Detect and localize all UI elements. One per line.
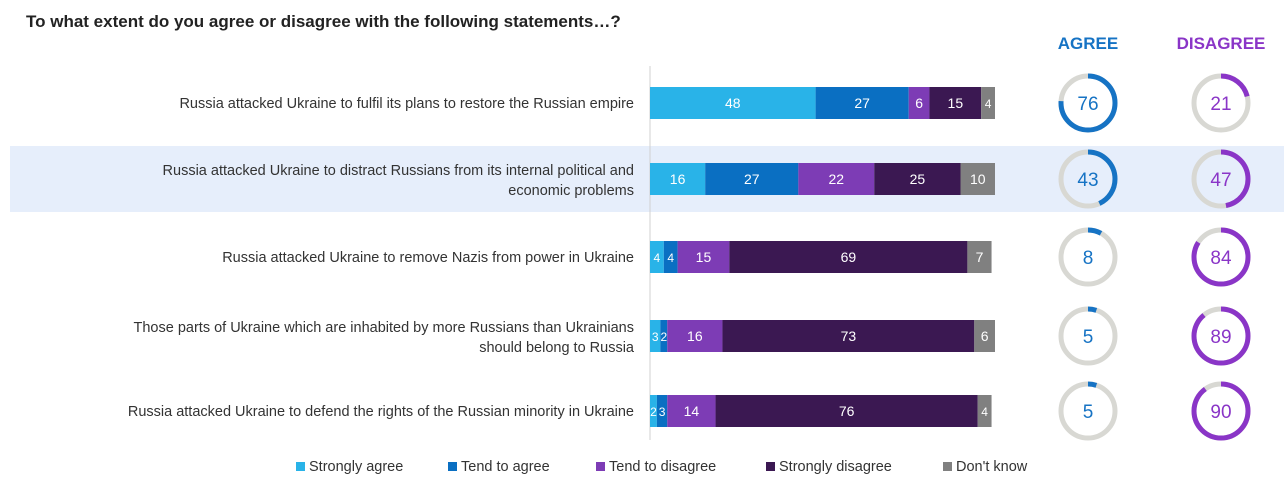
bar-value-label: 16 xyxy=(670,171,686,187)
bar-segment xyxy=(977,395,992,427)
bar-value-label: 4 xyxy=(654,251,661,265)
category-label-line: Russia attacked Ukraine to remove Nazis … xyxy=(222,250,634,266)
agree-ring-arc xyxy=(1058,306,1118,366)
bar-segment xyxy=(981,87,995,119)
disagree-total-value: 21 xyxy=(1210,94,1231,115)
bar-segment xyxy=(650,395,657,427)
bar-segment xyxy=(722,320,975,352)
disagree-total-value: 84 xyxy=(1210,248,1232,269)
legend-swatch xyxy=(766,462,775,471)
category-label-line: economic problems xyxy=(508,183,634,199)
bar-value-label: 27 xyxy=(854,95,870,111)
bar-value-label: 2 xyxy=(660,330,667,344)
category-label-line: Russia attacked Ukraine to fulfil its pl… xyxy=(179,96,634,112)
agree-column-header: AGREE xyxy=(1057,34,1119,53)
disagree-total-value: 89 xyxy=(1210,327,1231,348)
legend-label: Strongly agree xyxy=(309,459,403,475)
bar-value-label: 69 xyxy=(841,249,857,265)
category-label: Those parts of Ukraine which are inhabit… xyxy=(134,320,635,356)
category-label-line: Those parts of Ukraine which are inhabit… xyxy=(134,320,635,336)
category-label: Russia attacked Ukraine to defend the ri… xyxy=(128,404,634,420)
bar-value-label: 15 xyxy=(948,95,964,111)
category-label: Russia attacked Ukraine to remove Nazis … xyxy=(222,250,634,266)
bar-value-label: 14 xyxy=(684,403,700,419)
bar-segment xyxy=(874,163,961,195)
category-label-line: should belong to Russia xyxy=(479,340,635,356)
bar-value-label: 4 xyxy=(981,405,988,419)
bar-value-label: 48 xyxy=(725,95,741,111)
bar-segment xyxy=(967,241,992,273)
agree-total-value: 76 xyxy=(1077,94,1098,115)
agree-ring-arc xyxy=(1058,227,1118,287)
disagree-ring-arc xyxy=(1191,306,1251,366)
legend-swatch xyxy=(943,462,952,471)
agree-total-value: 5 xyxy=(1083,327,1094,348)
disagree-total-value: 90 xyxy=(1210,402,1231,423)
bar-value-label: 6 xyxy=(981,328,989,344)
bar-value-label: 25 xyxy=(910,171,926,187)
legend-swatch xyxy=(448,462,457,471)
disagree-ring-arc xyxy=(1191,73,1251,133)
bar-segment xyxy=(705,163,799,195)
bar-segment xyxy=(798,163,875,195)
bar-value-label: 3 xyxy=(652,330,659,344)
bar-segment xyxy=(715,395,978,427)
bar-segment xyxy=(729,241,968,273)
bar-segment xyxy=(650,163,706,195)
bar-value-label: 27 xyxy=(744,171,760,187)
bar-value-label: 4 xyxy=(985,97,992,111)
bar-segment xyxy=(667,320,723,352)
legend-label: Tend to agree xyxy=(461,459,550,475)
bar-value-label: 4 xyxy=(667,251,674,265)
disagree-column-header: DISAGREE xyxy=(1176,34,1266,53)
agree-ring-arc xyxy=(1058,149,1118,209)
disagree-total-value: 47 xyxy=(1210,170,1231,191)
legend-label: Strongly disagree xyxy=(779,459,892,475)
bar-segment xyxy=(815,87,909,119)
bar-value-label: 22 xyxy=(829,171,845,187)
bar-value-label: 6 xyxy=(915,95,923,111)
bar-segment xyxy=(974,320,995,352)
bar-value-label: 16 xyxy=(687,328,703,344)
bar-value-label: 3 xyxy=(659,405,666,419)
disagree-ring-arc xyxy=(1191,381,1251,441)
category-label: Russia attacked Ukraine to fulfil its pl… xyxy=(179,96,634,112)
bar-value-label: 7 xyxy=(976,249,984,265)
bar-segment xyxy=(656,395,668,427)
bar-segment xyxy=(929,87,982,119)
bar-segment xyxy=(908,87,930,119)
chart-title: To what extent do you agree or disagree … xyxy=(26,12,621,31)
bar-segment xyxy=(650,87,816,119)
bar-segment xyxy=(663,241,678,273)
category-label-line: Russia attacked Ukraine to distract Russ… xyxy=(163,163,634,179)
agree-ring-arc xyxy=(1058,381,1118,441)
disagree-ring-arc xyxy=(1191,149,1251,209)
bar-segment xyxy=(960,163,995,195)
bar-segment xyxy=(650,241,664,273)
bar-value-label: 10 xyxy=(970,171,986,187)
legend-label: Don't know xyxy=(956,459,1028,475)
bar-segment xyxy=(650,320,661,352)
agree-total-value: 43 xyxy=(1077,170,1098,191)
legend-swatch xyxy=(296,462,305,471)
agree-ring-arc xyxy=(1058,73,1118,133)
bar-segment xyxy=(660,320,668,352)
category-label-line: Russia attacked Ukraine to defend the ri… xyxy=(128,404,634,420)
disagree-ring-arc xyxy=(1191,227,1251,287)
bar-value-label: 15 xyxy=(696,249,712,265)
legend-label: Tend to disagree xyxy=(609,459,716,475)
category-label: Russia attacked Ukraine to distract Russ… xyxy=(163,163,634,199)
legend-swatch xyxy=(596,462,605,471)
bar-segment xyxy=(667,395,716,427)
bar-segment xyxy=(677,241,730,273)
agree-total-value: 8 xyxy=(1083,248,1094,269)
bar-value-label: 76 xyxy=(839,403,855,419)
bar-value-label: 2 xyxy=(650,405,657,419)
bar-value-label: 73 xyxy=(841,328,857,344)
agree-total-value: 5 xyxy=(1083,402,1094,423)
